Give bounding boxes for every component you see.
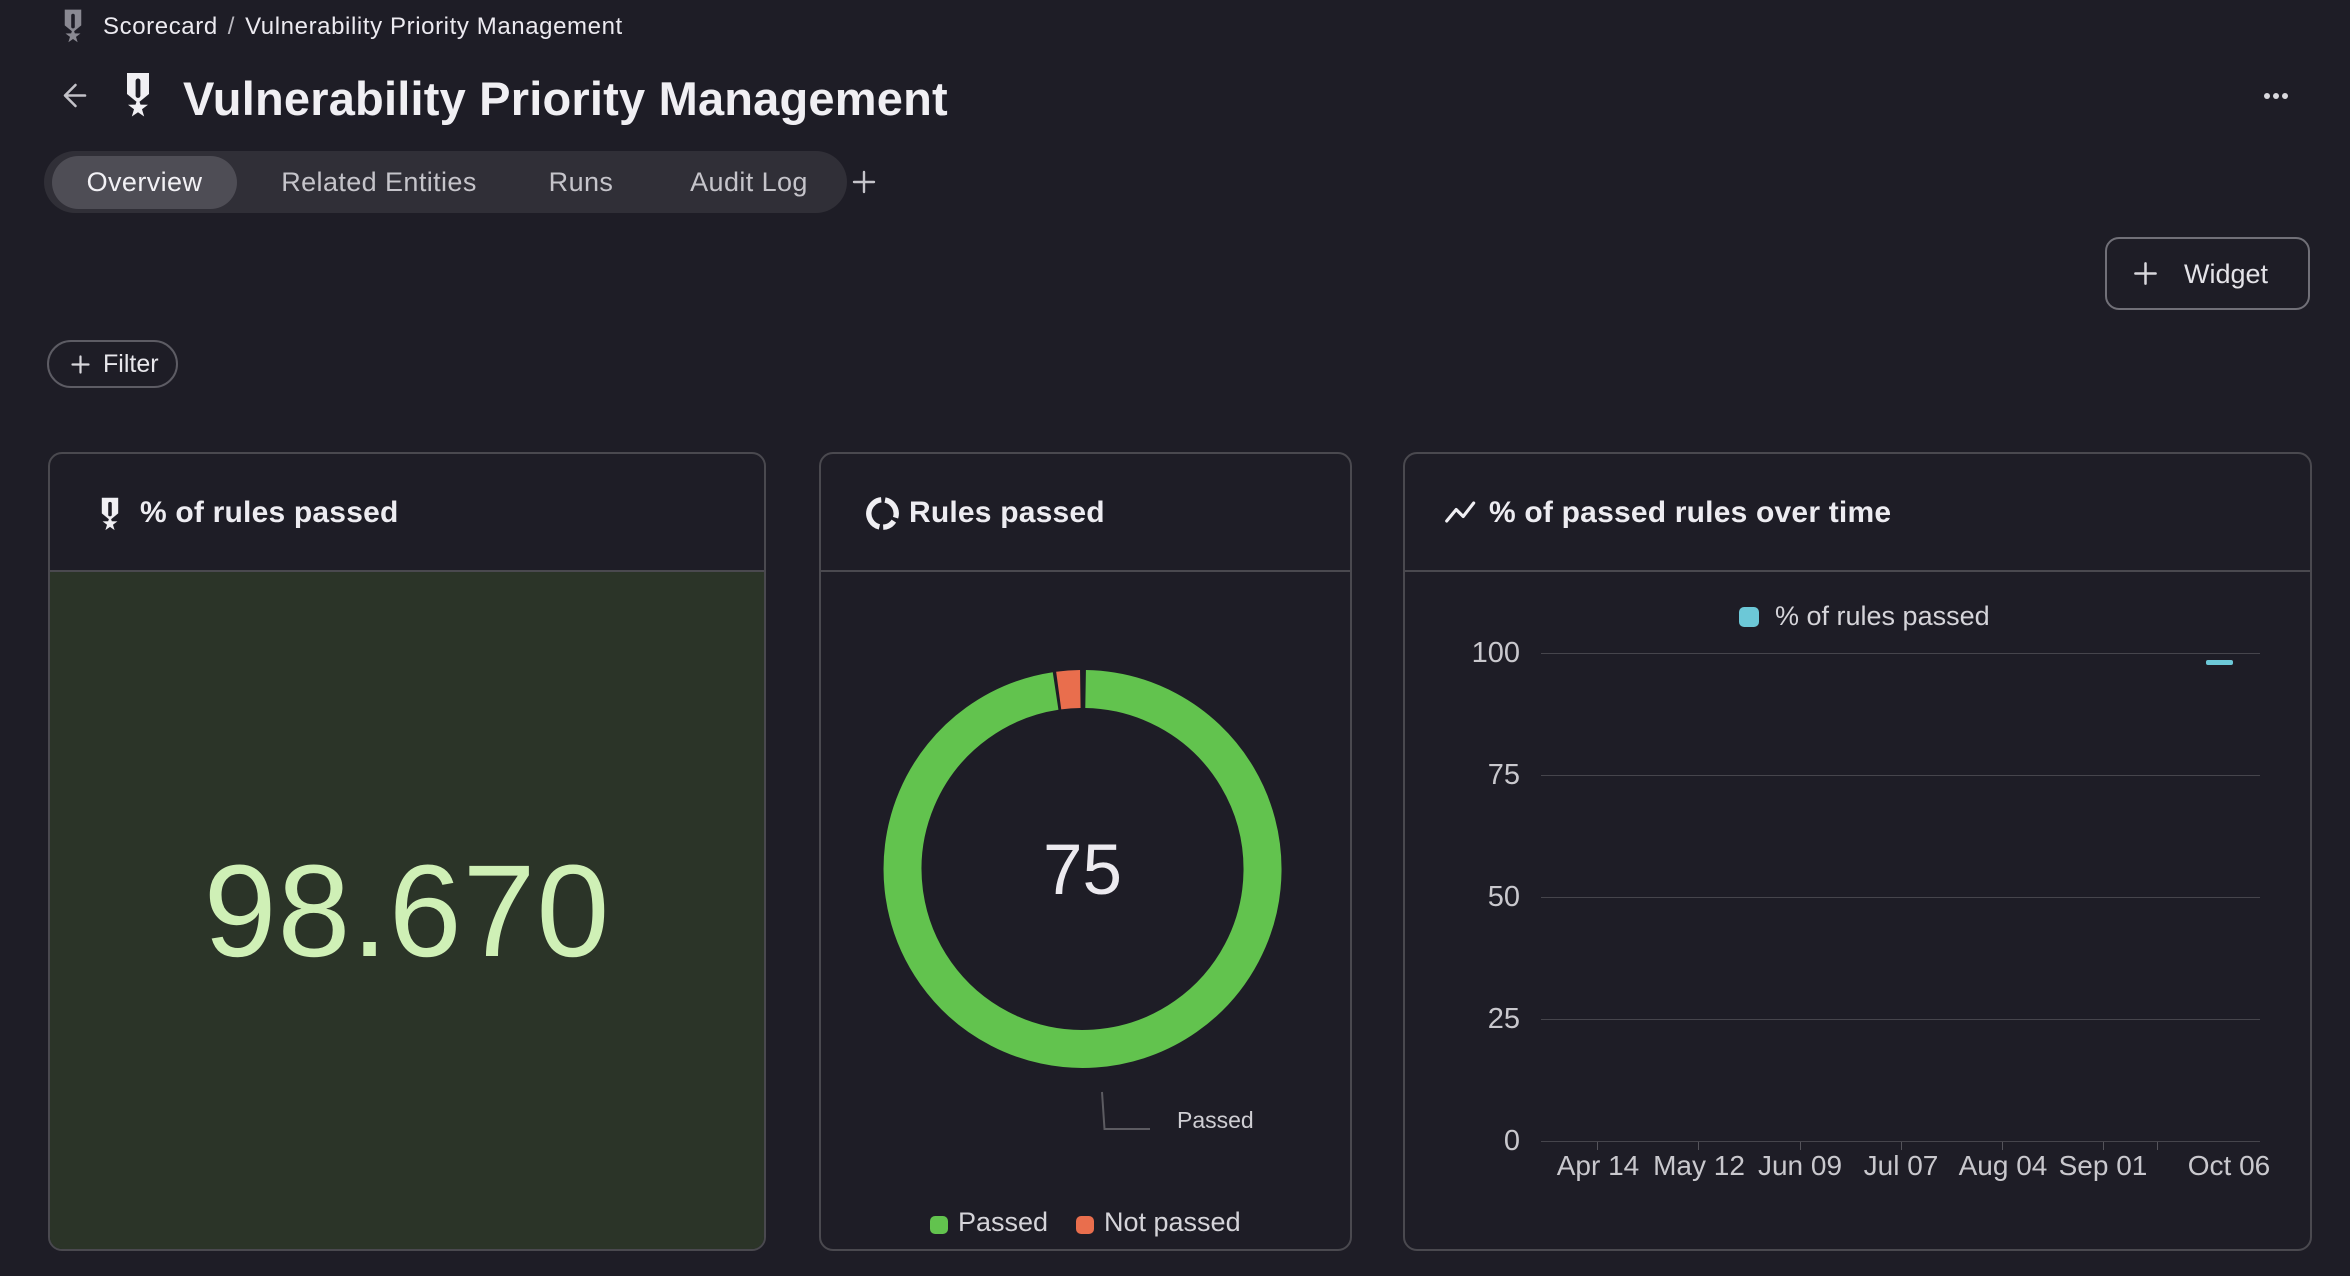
svg-text:Passed: Passed [1177, 1107, 1254, 1133]
svg-text:75: 75 [1043, 831, 1122, 910]
